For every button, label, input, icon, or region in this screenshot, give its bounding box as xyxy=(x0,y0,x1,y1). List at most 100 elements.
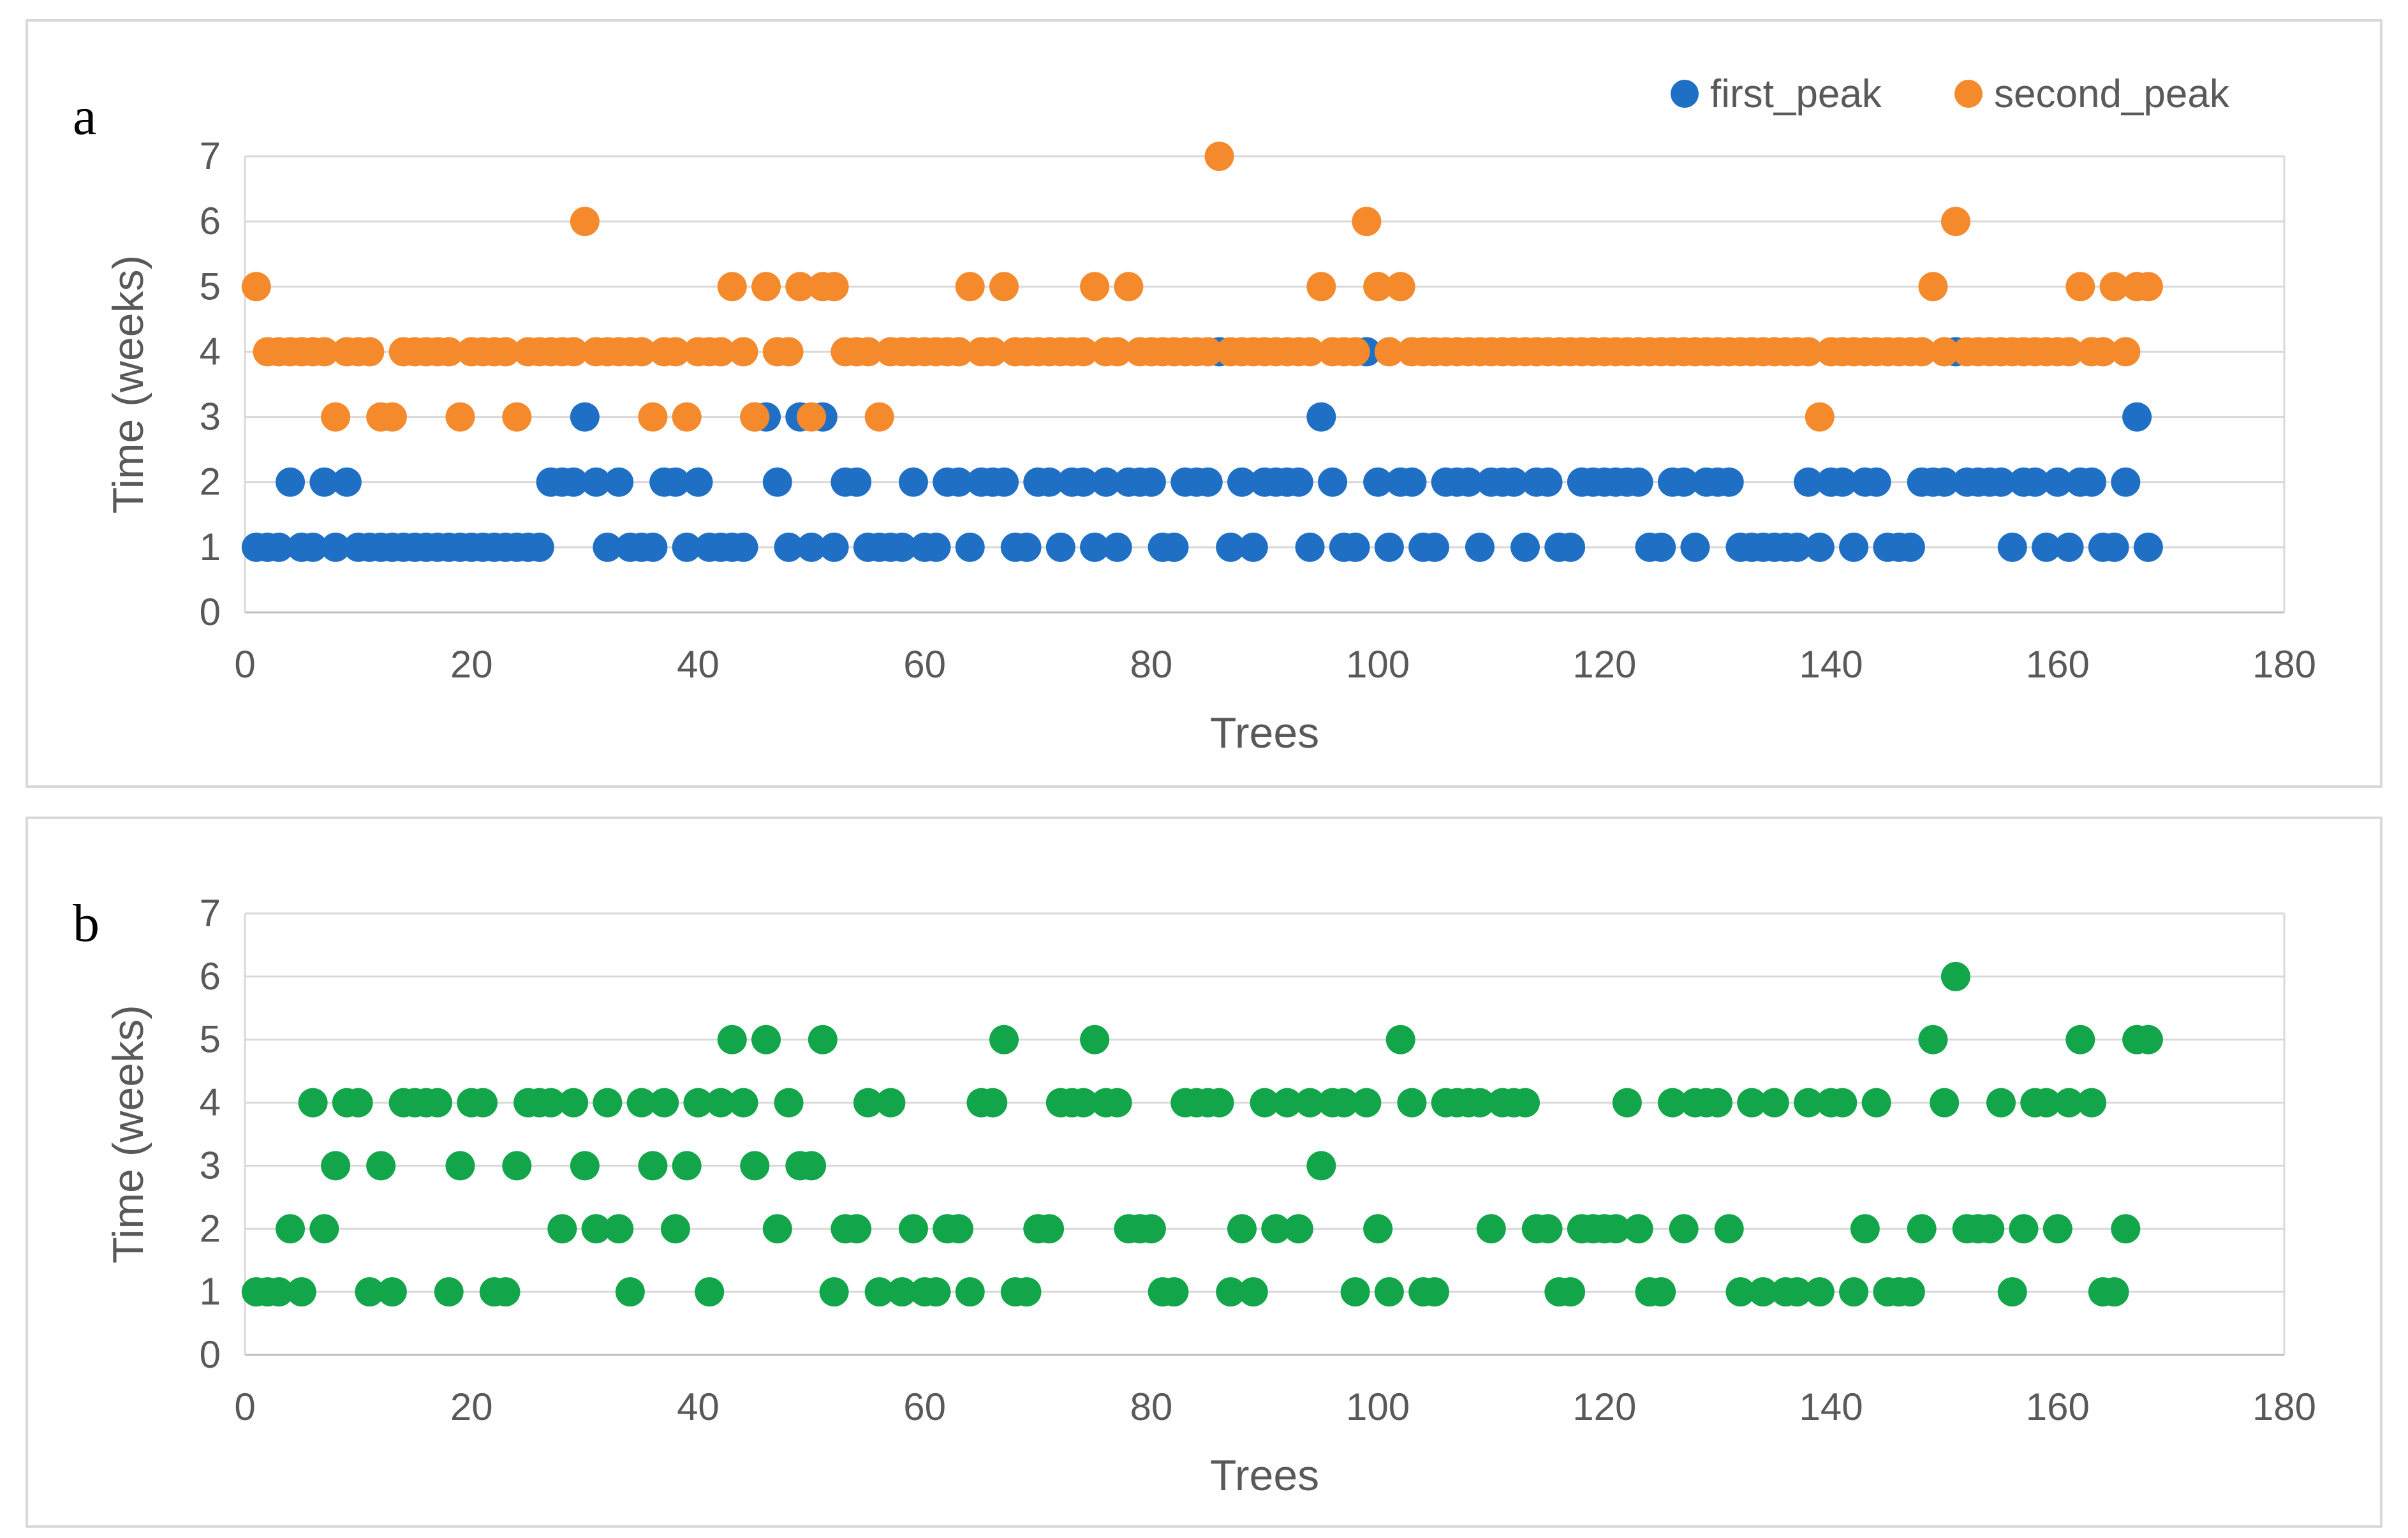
data-point-first_peak xyxy=(1068,467,1098,497)
data-point-first_peak xyxy=(797,532,827,562)
data-point-difference xyxy=(1918,1024,1948,1054)
data-point-difference xyxy=(1997,1277,2027,1307)
data-point-difference xyxy=(1283,1214,1313,1244)
data-point-difference xyxy=(649,1088,679,1118)
data-point-second_peak xyxy=(989,272,1019,302)
legend-label-second_peak: second_peak xyxy=(1994,72,2230,116)
data-point-second_peak xyxy=(1204,142,1234,171)
data-point-first_peak xyxy=(762,467,792,497)
data-point-first_peak xyxy=(1499,467,1529,497)
data-point-difference xyxy=(2042,1214,2072,1244)
data-point-first_peak xyxy=(559,467,589,497)
data-point-second_peak xyxy=(717,272,747,302)
data-point-second_peak xyxy=(321,402,351,432)
data-point-difference xyxy=(536,1088,566,1118)
data-point-first_peak xyxy=(2111,467,2141,497)
data-point-second_peak xyxy=(309,337,339,367)
data-point-difference xyxy=(864,1277,894,1307)
x-axis-title: Trees xyxy=(1210,709,1319,757)
data-point-second_peak xyxy=(1805,402,1835,432)
data-point-first_peak xyxy=(1318,467,1348,497)
data-point-first_peak xyxy=(1238,532,1268,562)
data-point-difference xyxy=(1080,1024,1110,1054)
data-point-difference xyxy=(989,1024,1019,1054)
data-point-difference xyxy=(1556,1277,1586,1307)
data-point-difference xyxy=(2133,1024,2163,1054)
data-point-first_peak xyxy=(1306,402,1336,432)
data-point-second_peak xyxy=(1352,207,1382,237)
data-point-first_peak xyxy=(1136,467,1166,497)
y-axis-title: Time (weeks) xyxy=(104,255,152,514)
data-point-difference xyxy=(1805,1277,1835,1307)
data-point-first_peak xyxy=(955,532,985,562)
x-tick-label: 180 xyxy=(2252,643,2316,686)
data-point-first_peak xyxy=(638,532,668,562)
data-point-difference xyxy=(978,1088,1008,1118)
data-point-first_peak xyxy=(1511,532,1540,562)
x-tick-label: 140 xyxy=(1799,643,1863,686)
legend-label-first_peak: first_peak xyxy=(1710,72,1882,116)
data-point-first_peak xyxy=(887,532,917,562)
data-point-first_peak xyxy=(1080,532,1110,562)
data-point-difference xyxy=(898,1214,928,1244)
data-point-difference xyxy=(751,1024,781,1054)
data-point-first_peak xyxy=(1363,467,1393,497)
x-tick-label: 160 xyxy=(2026,643,2090,686)
data-point-first_peak xyxy=(1283,467,1313,497)
data-point-second_peak xyxy=(819,272,849,302)
chart-panel-a: a 0 1 2 3 4 5 6 7 0 20 40 60 80 100 120 140 160 180 Trees T… xyxy=(26,19,2382,788)
data-point-difference xyxy=(717,1024,747,1054)
data-point-difference xyxy=(1533,1214,1563,1244)
data-point-difference xyxy=(276,1214,306,1244)
data-point-difference xyxy=(604,1214,634,1244)
chart-panel-b: b 0 1 2 3 4 5 6 7 0 20 40 60 80 100 120 140 160 180 Trees T… xyxy=(26,817,2382,1528)
data-point-second_peak xyxy=(1385,272,1415,302)
data-point-difference xyxy=(1907,1214,1937,1244)
y-tick-label: 1 xyxy=(200,526,221,568)
data-point-first_peak xyxy=(1419,532,1449,562)
data-point-second_peak xyxy=(751,272,781,302)
x-tick-label: 40 xyxy=(677,643,720,686)
y-tick-label: 4 xyxy=(200,1081,221,1124)
data-point-difference xyxy=(740,1151,770,1181)
y-tick-label: 7 xyxy=(200,892,221,935)
data-point-difference xyxy=(955,1277,985,1307)
data-point-difference xyxy=(1828,1088,1858,1118)
data-point-difference xyxy=(2009,1214,2039,1244)
data-point-difference xyxy=(1329,1088,1359,1118)
data-point-first_peak xyxy=(581,467,611,497)
data-point-difference xyxy=(581,1214,611,1244)
data-point-first_peak xyxy=(1794,467,1824,497)
data-point-difference xyxy=(1895,1277,1925,1307)
data-point-second_peak xyxy=(2065,272,2095,302)
data-point-difference xyxy=(1612,1088,1642,1118)
data-point-first_peak xyxy=(1340,532,1370,562)
data-point-difference xyxy=(1657,1088,1687,1118)
data-point-difference xyxy=(1511,1088,1540,1118)
data-point-difference xyxy=(264,1277,294,1307)
data-point-second_peak xyxy=(1068,337,1098,367)
data-point-first_peak xyxy=(1091,467,1121,497)
x-tick-label: 140 xyxy=(1799,1386,1863,1428)
data-point-second_peak xyxy=(1918,272,1948,302)
data-point-difference xyxy=(2077,1088,2107,1118)
data-point-difference xyxy=(355,1277,385,1307)
data-point-first_peak xyxy=(1216,532,1246,562)
data-point-first_peak xyxy=(660,467,690,497)
x-tick-label: 60 xyxy=(903,1386,946,1428)
data-point-second_peak xyxy=(1340,337,1370,367)
data-point-second_peak xyxy=(853,337,883,367)
panel-label-b: b xyxy=(73,894,100,953)
data-point-first_peak xyxy=(1828,467,1858,497)
data-point-first_peak xyxy=(1012,532,1042,562)
data-point-difference xyxy=(1374,1277,1404,1307)
x-tick-label: 20 xyxy=(450,1386,493,1428)
data-point-second_peak xyxy=(559,337,589,367)
data-point-first_peak xyxy=(1454,467,1484,497)
data-point-first_peak xyxy=(2133,532,2163,562)
data-point-first_peak xyxy=(1102,532,1132,562)
data-point-first_peak xyxy=(298,532,328,562)
y-tick-label: 6 xyxy=(200,200,221,242)
data-point-difference xyxy=(559,1088,589,1118)
data-point-difference xyxy=(762,1214,792,1244)
